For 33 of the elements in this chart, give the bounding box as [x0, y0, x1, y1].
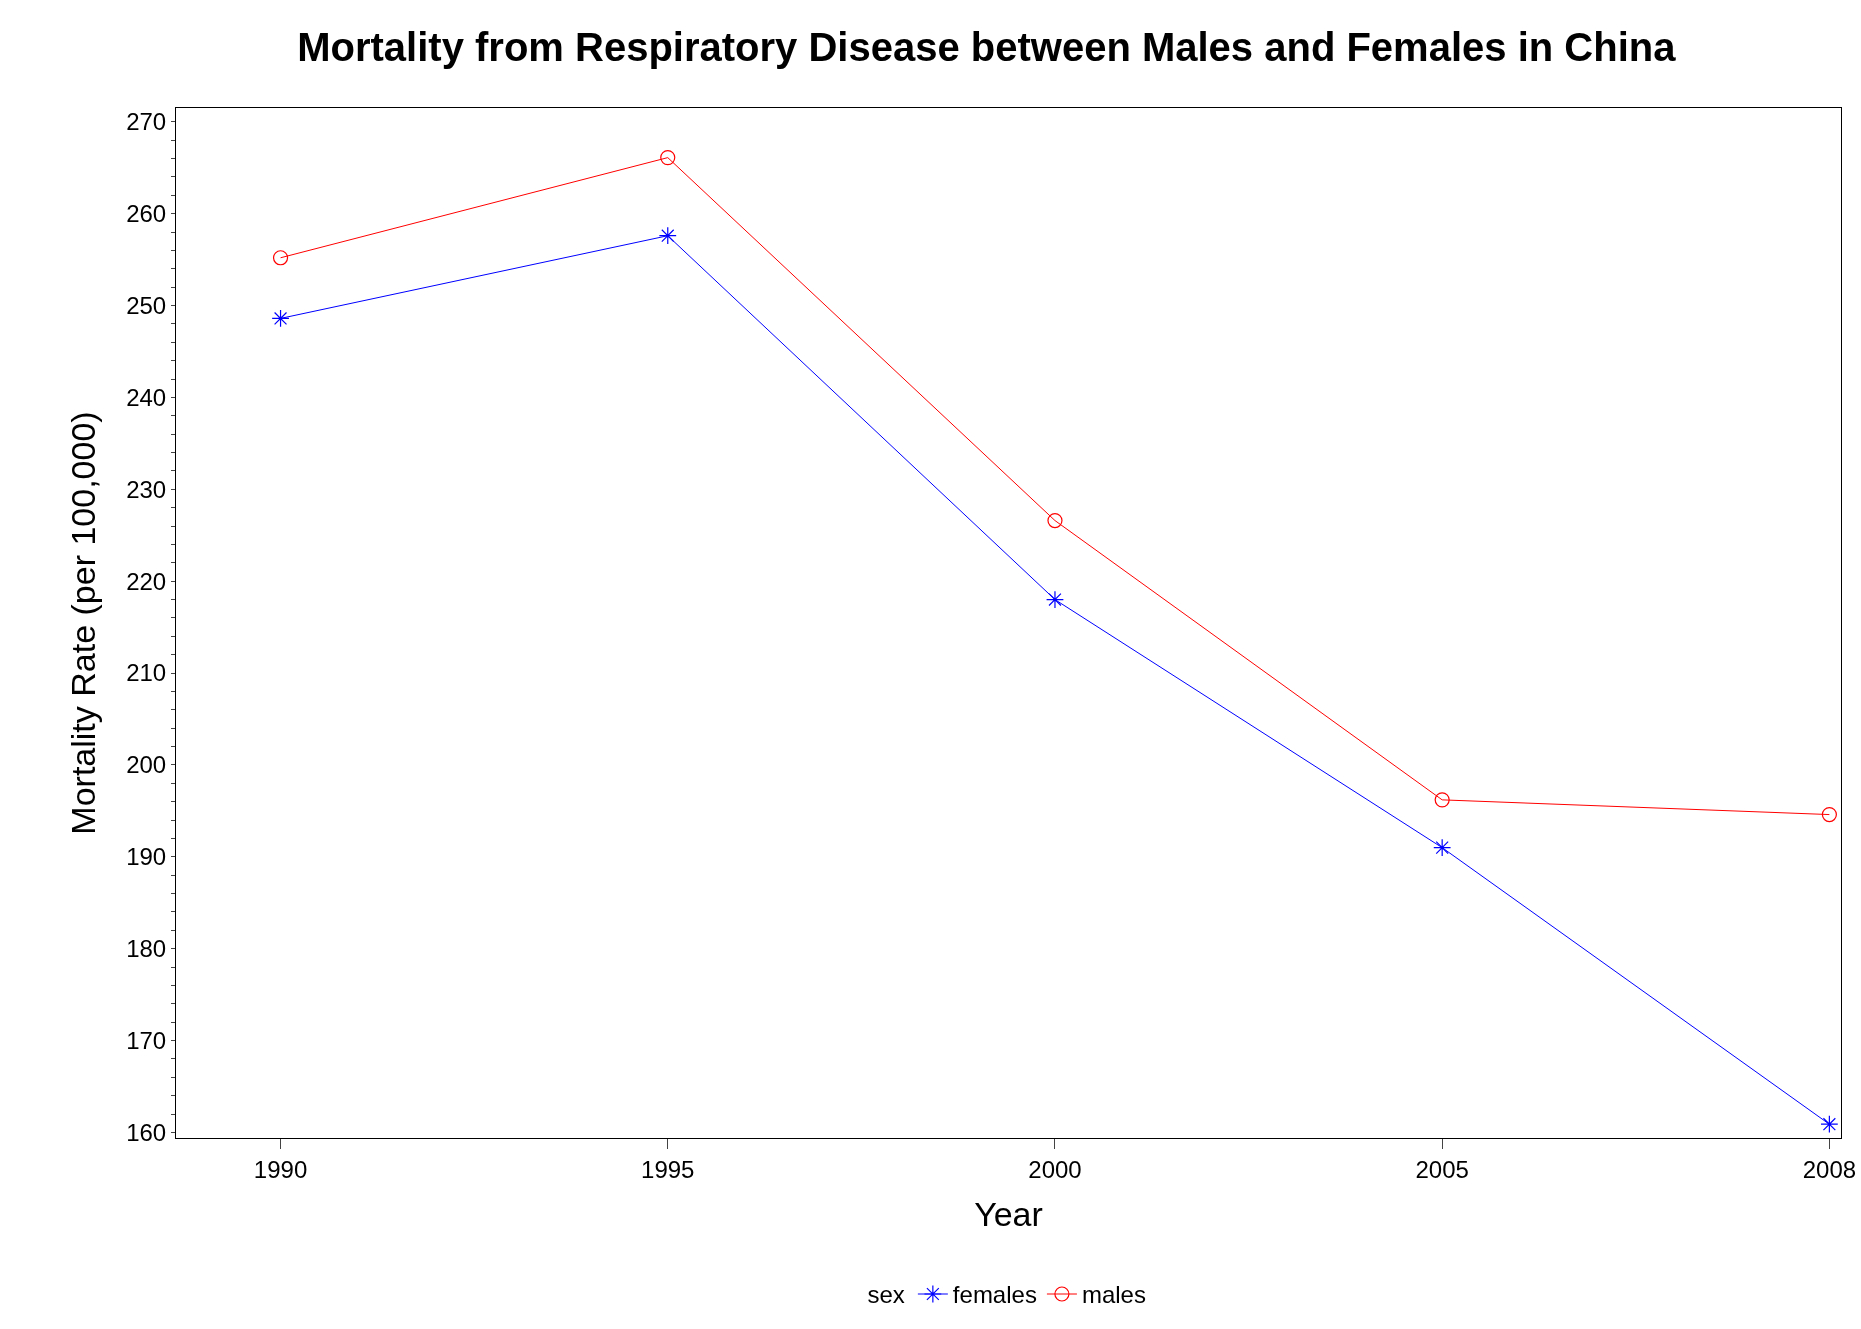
y-tick-label: 220 [126, 567, 167, 595]
y-tick-label: 250 [126, 291, 167, 319]
x-tick-label: 1990 [253, 1155, 308, 1183]
y-tick-label: 200 [126, 751, 167, 779]
legend-label: females [952, 1281, 1037, 1309]
chart-title: Mortality from Respiratory Disease between Males and Females in China [297, 25, 1677, 70]
y-tick-label: 240 [126, 383, 167, 411]
point [272, 250, 289, 266]
x-tick-label: 1995 [641, 1155, 695, 1183]
y-axis-title: Mortality Rate (per 100,000) [63, 411, 102, 835]
x-axis-title: Year [974, 1195, 1043, 1234]
x-tick-label: 2005 [1415, 1155, 1469, 1183]
y-tick-label: 210 [126, 659, 167, 687]
x-tick-label: 2008 [1802, 1155, 1857, 1183]
legend-label: males [1081, 1281, 1146, 1309]
point [1821, 806, 1837, 823]
y-tick-label: 170 [126, 1027, 167, 1054]
legend-title: sex [867, 1281, 905, 1309]
point [658, 226, 677, 245]
y-tick-label: 230 [126, 475, 167, 503]
y-tick-label: 260 [126, 200, 167, 228]
y-tick-label: 180 [126, 935, 167, 963]
point [1433, 838, 1452, 857]
y-tick-label: 270 [126, 108, 167, 136]
point [1434, 792, 1450, 808]
point [660, 150, 676, 166]
point [1045, 590, 1064, 609]
point [1047, 512, 1063, 529]
point [271, 309, 290, 328]
y-tick-label: 190 [126, 843, 167, 871]
y-tick-label: 160 [126, 1118, 167, 1146]
point [1820, 1115, 1839, 1134]
x-tick-label: 2000 [1028, 1155, 1082, 1183]
